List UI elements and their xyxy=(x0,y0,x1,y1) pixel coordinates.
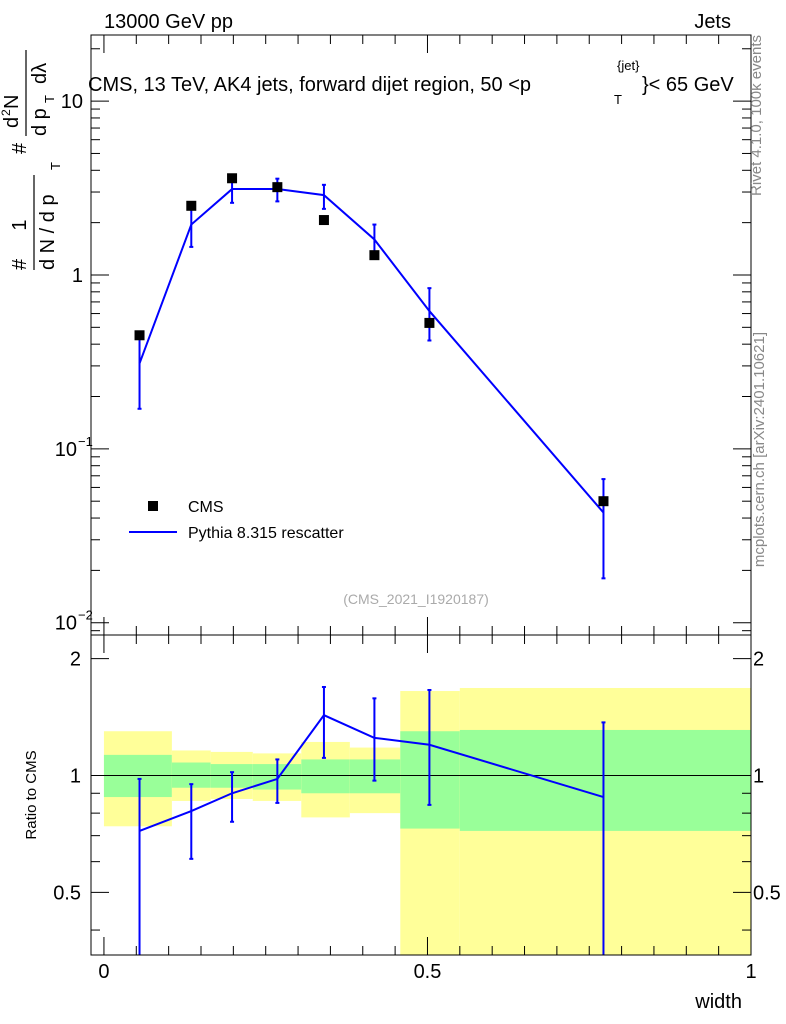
cms-data-point xyxy=(424,317,435,328)
ylabel-n: N xyxy=(1,95,23,109)
ratio-y-ticks: 2 2 1 1 0.5 0.5 xyxy=(53,649,781,931)
legend-label-pythia: Pythia 8.315 rescatter xyxy=(188,525,344,542)
plot-title-suffix: }< 65 GeV xyxy=(642,74,734,96)
ratio-y-tick-label-left: 0.5 xyxy=(53,882,81,904)
ratio-inner-band xyxy=(459,729,751,831)
plot-title-sub: T xyxy=(614,92,622,107)
ratio-y-tick-label-right: 1 xyxy=(753,765,764,787)
ratio-y-tick-label-right: 0.5 xyxy=(753,882,781,904)
cms-data-point xyxy=(369,250,380,261)
ratio-panel: 2 21 10.5 0.5 0 0.5 1 Ratio to CMS width xyxy=(23,634,781,1013)
main-y-tick-label-exponent: −1 xyxy=(78,434,93,449)
ratio-x-tick-label: 0 xyxy=(98,961,109,983)
ratio-x-tick-label: 1 xyxy=(745,961,756,983)
main-y-tick-label: 10 xyxy=(61,91,83,113)
cms-data-point xyxy=(186,200,197,211)
ylabel-dlambda: dλ xyxy=(29,63,51,84)
ylabel-denominator: d N / d p xyxy=(37,194,59,270)
ratio-x-tick-label: 0.5 xyxy=(414,961,442,983)
ylabel-dpt: d p xyxy=(29,108,51,136)
cms-data-point xyxy=(598,496,609,507)
mc-series xyxy=(137,177,606,580)
plot-title-sup: {jet} xyxy=(617,58,640,73)
cms-data-point xyxy=(272,182,283,193)
x-axis-label: width xyxy=(694,991,742,1013)
category-label: Jets xyxy=(694,11,731,33)
main-y-axis-label: # 1 d N / d p T # d 2 N d p T dλ xyxy=(0,50,63,270)
ratio-y-tick-label-left: 1 xyxy=(70,765,81,787)
legend-marker-cms xyxy=(148,501,158,511)
main-y-ticks xyxy=(91,48,751,632)
energy-label: 13000 GeV pp xyxy=(104,11,233,33)
cms-series xyxy=(134,173,609,507)
mc-line xyxy=(138,188,605,514)
ratio-inner-band xyxy=(301,759,350,794)
analysis-watermark: (CMS_2021_I1920187) xyxy=(343,591,489,607)
ratio-y-tick-label-right: 2 xyxy=(753,649,764,671)
rivet-label: Rivet 4.1.0, 100k events xyxy=(748,35,765,196)
ratio-line xyxy=(139,713,604,832)
ratio-y-tick-label-left: 2 xyxy=(70,649,81,671)
ratio-series xyxy=(137,685,606,955)
main-y-tick-label: 1 xyxy=(72,265,83,287)
main-x-ticks xyxy=(103,35,752,635)
ratio-bands xyxy=(103,687,751,955)
main-plot-area xyxy=(90,34,752,636)
ratio-y-axis-label: Ratio to CMS xyxy=(23,750,40,839)
ratio-x-ticks: 0 0.5 1 xyxy=(98,635,757,983)
ylabel-hash: # xyxy=(9,258,31,270)
main-y-tick-label-exponent: −2 xyxy=(78,608,93,623)
cms-data-point xyxy=(318,215,329,226)
ylabel-numerator: d xyxy=(1,117,23,128)
ylabel-sub-t2: T xyxy=(42,95,57,103)
main-y-tick-label: 10 xyxy=(55,439,77,461)
ratio-plot-area xyxy=(90,634,752,956)
ylabel-sub-t: T xyxy=(48,162,63,170)
main-y-tick-label: 10 xyxy=(55,613,77,635)
cms-data-point xyxy=(134,330,145,341)
ylabel-one: 1 xyxy=(9,219,31,230)
site-label: mcplots.cern.ch [arXiv:2401.10621] xyxy=(751,332,768,567)
plot-title: CMS, 13 TeV, AK4 jets, forward dijet reg… xyxy=(88,74,531,96)
legend-label-cms: CMS xyxy=(188,499,224,516)
cms-data-point xyxy=(227,173,238,184)
legend: CMS Pythia 8.315 rescatter xyxy=(129,499,344,542)
plot-title-prefix: CMS, 13 TeV, AK4 jets, forward dijet reg… xyxy=(88,74,531,96)
ylabel-hash2: # xyxy=(9,142,31,154)
ylabel-sup2: 2 xyxy=(0,109,13,116)
